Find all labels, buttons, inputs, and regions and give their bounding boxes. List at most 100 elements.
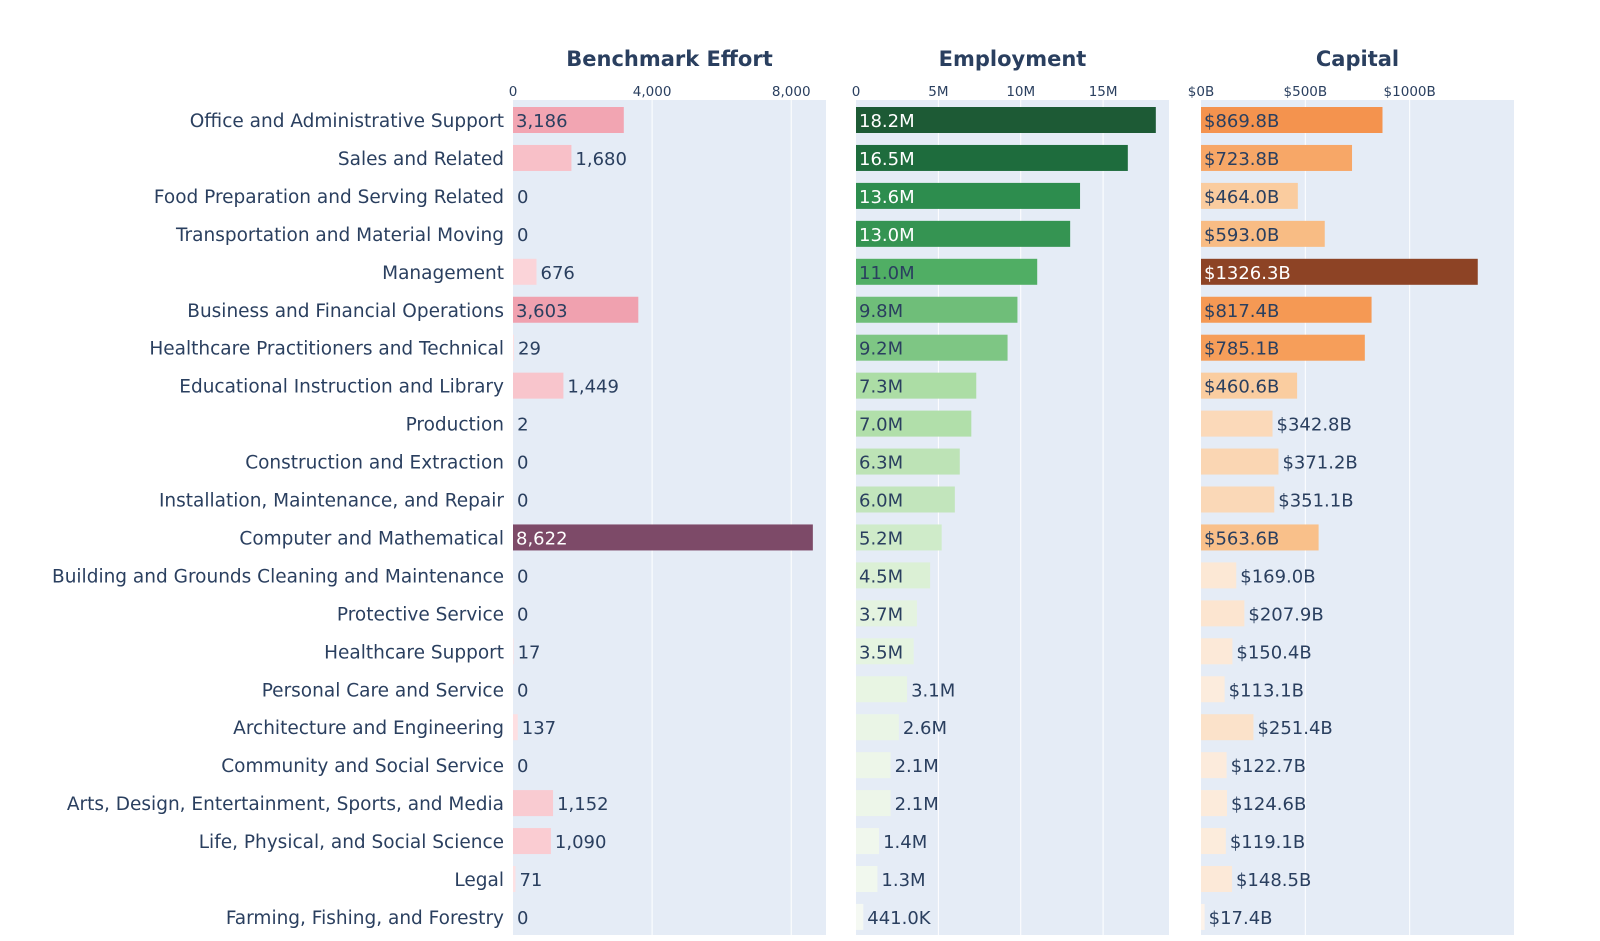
benchmark-effort-value-label: 0 [517,491,528,512]
employment-value-label: 1.4M [883,832,927,853]
employment-value-label: 11.0M [859,263,915,284]
benchmark-effort-tick-label: 4,000 [633,84,672,100]
employment-value-label: 2.6M [903,718,947,739]
employment-bar [856,562,931,589]
benchmark-effort-value-label: 137 [522,718,556,739]
employment-tick-label: 0 [852,84,861,100]
benchmark-effort-value-label: 1,090 [555,832,607,853]
employment-value-label: 5.2M [859,528,903,549]
benchmark-effort-value-label: 8,622 [516,528,568,549]
benchmark-effort-bar [513,334,515,361]
capital-value-label: $207.9B [1248,604,1323,625]
employment-value-label: 2.1M [895,794,939,815]
employment-bar [856,410,972,437]
capital-value-label: $122.7B [1231,756,1306,777]
category-label: Transportation and Material Moving [175,225,504,246]
capital-tick-label: $1000B [1384,84,1436,100]
employment-value-label: 3.5M [859,642,903,663]
employment-tick-label: 5M [928,84,948,100]
capital-bar [1201,828,1226,855]
category-label: Management [382,263,504,284]
capital-tick-label: $500B [1284,84,1328,100]
capital-value-label: $723.8B [1204,149,1279,170]
employment-panel-title: Employment [939,47,1087,71]
capital-value-label: $148.5B [1236,870,1311,891]
category-label: Sales and Related [338,149,504,170]
category-label: Protective Service [337,604,504,625]
benchmark-effort-value-label: 0 [517,453,528,474]
capital-value-label: $563.6B [1204,528,1279,549]
benchmark-effort-bar [513,714,518,741]
capital-value-label: $342.8B [1277,415,1352,436]
benchmark-effort-value-label: 1,152 [557,794,609,815]
employment-bar [856,372,977,399]
category-label: Computer and Mathematical [239,528,504,549]
category-label: Community and Social Service [221,756,504,777]
employment-bar [856,296,1018,323]
category-label: Installation, Maintenance, and Repair [159,491,504,512]
category-label: Arts, Design, Entertainment, Sports, and… [67,794,504,815]
capital-bar [1201,562,1237,589]
employment-bar [856,334,1008,361]
category-label: Healthcare Practitioners and Technical [149,339,504,360]
capital-bar [1201,144,1353,171]
benchmark-effort-plot-background [513,100,826,935]
capital-value-label: $351.1B [1278,491,1353,512]
capital-bar [1201,334,1365,361]
benchmark-effort-value-label: 0 [517,187,528,208]
benchmark-effort-value-label: 0 [517,604,528,625]
employment-value-label: 18.2M [859,111,915,132]
benchmark-effort-value-label: 0 [517,225,528,246]
benchmark-effort-value-label: 0 [517,680,528,701]
benchmark-effort-value-label: 1,680 [575,149,627,170]
capital-value-label: $1326.3B [1204,263,1291,284]
employment-bar [856,448,960,475]
capital-bar [1201,107,1383,133]
benchmark-effort-value-label: 17 [518,642,541,663]
category-label: Construction and Extraction [245,453,504,474]
benchmark-effort-value-label: 676 [541,263,575,284]
employment-value-label: 6.3M [859,453,903,474]
category-label: Business and Financial Operations [187,301,504,322]
category-label: Healthcare Support [324,642,504,663]
benchmark-effort-bar [513,258,537,285]
capital-bar [1201,296,1372,323]
category-label: Life, Physical, and Social Science [199,832,504,853]
category-label: Educational Instruction and Library [179,377,504,398]
employment-bar [856,752,891,779]
category-label: Personal Care and Service [262,680,504,701]
employment-bar [856,676,908,703]
category-label: Food Preparation and Serving Related [154,187,504,208]
employment-bar [856,220,1071,247]
employment-value-label: 13.0M [859,225,915,246]
capital-bar [1201,486,1275,513]
capital-value-label: $113.1B [1229,680,1304,701]
employment-value-label: 441.0K [867,908,932,929]
benchmark-effort-value-label: 3,603 [516,301,568,322]
category-label: Office and Administrative Support [190,111,504,132]
employment-bar [856,828,880,855]
benchmark-effort-bar [513,144,572,171]
employment-bar [856,258,1038,285]
category-label: Production [406,415,504,436]
employment-value-label: 3.7M [859,604,903,625]
capital-value-label: $817.4B [1204,301,1279,322]
capital-bar [1201,448,1279,475]
capital-bar [1201,600,1245,627]
benchmark-effort-value-label: 29 [518,339,541,360]
category-label: Farming, Fishing, and Forestry [226,908,504,929]
employment-bar [856,714,899,741]
capital-value-label: $460.6B [1204,377,1279,398]
capital-value-label: $119.1B [1230,832,1305,853]
category-label: Legal [454,870,504,891]
employment-bar [856,524,942,551]
benchmark-effort-bar [513,866,516,892]
employment-value-label: 16.5M [859,149,915,170]
benchmark-effort-value-label: 1,449 [567,377,619,398]
capital-bar [1201,676,1225,703]
category-label: Building and Grounds Cleaning and Mainte… [52,566,504,587]
benchmark-effort-panel-title: Benchmark Effort [566,47,772,71]
benchmark-effort-value-label: 2 [517,415,528,436]
benchmark-effort-value-label: 3,186 [516,111,568,132]
